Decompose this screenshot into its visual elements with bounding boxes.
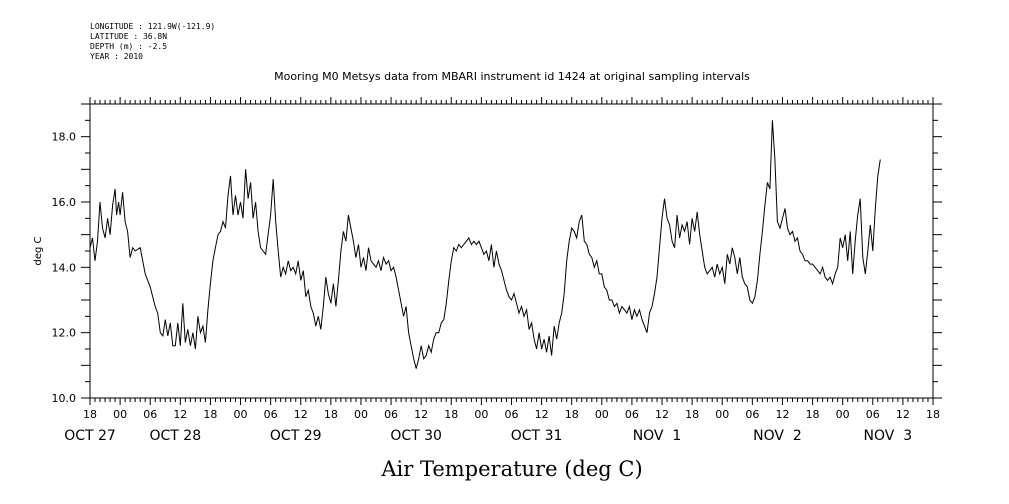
date-label: OCT 31: [511, 428, 563, 444]
axis-ticks: [81, 97, 942, 405]
x-tick-label: 00: [234, 408, 248, 421]
x-tick-label: 18: [926, 408, 940, 421]
x-tick-label: 00: [354, 408, 368, 421]
x-tick-label: 12: [775, 408, 789, 421]
x-tick-label: 12: [896, 408, 910, 421]
x-tick-label: 00: [595, 408, 609, 421]
air-temperature-series-line: [89, 120, 881, 369]
y-tick-label: 16.0: [52, 196, 77, 209]
date-label: OCT 30: [390, 428, 442, 444]
x-tick-label: 06: [384, 408, 398, 421]
y-tick-label: 12.0: [52, 327, 77, 340]
chart-title: Mooring M0 Metsys data from MBARI instru…: [274, 70, 750, 83]
x-tick-label: 18: [203, 408, 217, 421]
y-tick-label: 14.0: [52, 261, 77, 274]
x-tick-label: 06: [625, 408, 639, 421]
x-tick-label: 06: [866, 408, 880, 421]
x-tick-label: 06: [505, 408, 519, 421]
date-label: OCT 28: [149, 428, 201, 444]
y-axis-label: deg C: [33, 236, 44, 265]
x-tick-label: 00: [474, 408, 488, 421]
date-label: NOV 1: [633, 428, 682, 444]
x-tick-label: 18: [444, 408, 458, 421]
date-labels: OCT 27 OCT 28 OCT 29 OCT 30 OCT 31 NOV 1 NOV 2…: [64, 428, 912, 444]
y-tick-label: 10.0: [52, 392, 77, 405]
y-tick-label: 18.0: [52, 131, 77, 144]
x-tick-label: 12: [414, 408, 428, 421]
x-tick-label: 12: [294, 408, 308, 421]
depth-label: DEPTH (m) : -2.5: [90, 42, 168, 51]
x-tick-label: 06: [143, 408, 157, 421]
x-tick-label: 12: [655, 408, 669, 421]
date-label: NOV 3: [864, 428, 913, 444]
y-tick-labels: 10.0 12.0 14.0 16.0 18.0: [52, 131, 77, 405]
x-tick-label: 00: [715, 408, 729, 421]
latitude-label: LATITUDE : 36.8N: [90, 32, 168, 41]
date-label: OCT 27: [64, 428, 116, 444]
x-tick-label: 18: [565, 408, 579, 421]
x-tick-label: 18: [806, 408, 820, 421]
station-metadata: LONGITUDE : 121.9W(-121.9) LATITUDE : 36…: [90, 22, 215, 62]
x-tick-label: 12: [173, 408, 187, 421]
date-label: NOV 2: [753, 428, 802, 444]
x-tick-label: 18: [324, 408, 338, 421]
x-tick-label: 00: [836, 408, 850, 421]
date-label: OCT 29: [270, 428, 322, 444]
x-tick-labels: 18 00 06 12 18 00 06 12 18 00 06 12 18 00 06 12 18 00 06 12…: [83, 408, 940, 421]
x-tick-label: 06: [264, 408, 278, 421]
longitude-label: LONGITUDE : 121.9W(-121.9): [90, 22, 216, 31]
year-label: YEAR : 2010: [90, 52, 143, 61]
x-tick-label: 06: [745, 408, 759, 421]
x-tick-label: 00: [113, 408, 127, 421]
x-tick-label: 18: [685, 408, 699, 421]
x-tick-label: 12: [535, 408, 549, 421]
plot-frame: [89, 103, 934, 399]
x-axis-label: Air Temperature (deg C): [380, 457, 642, 481]
x-tick-label: 18: [83, 408, 97, 421]
